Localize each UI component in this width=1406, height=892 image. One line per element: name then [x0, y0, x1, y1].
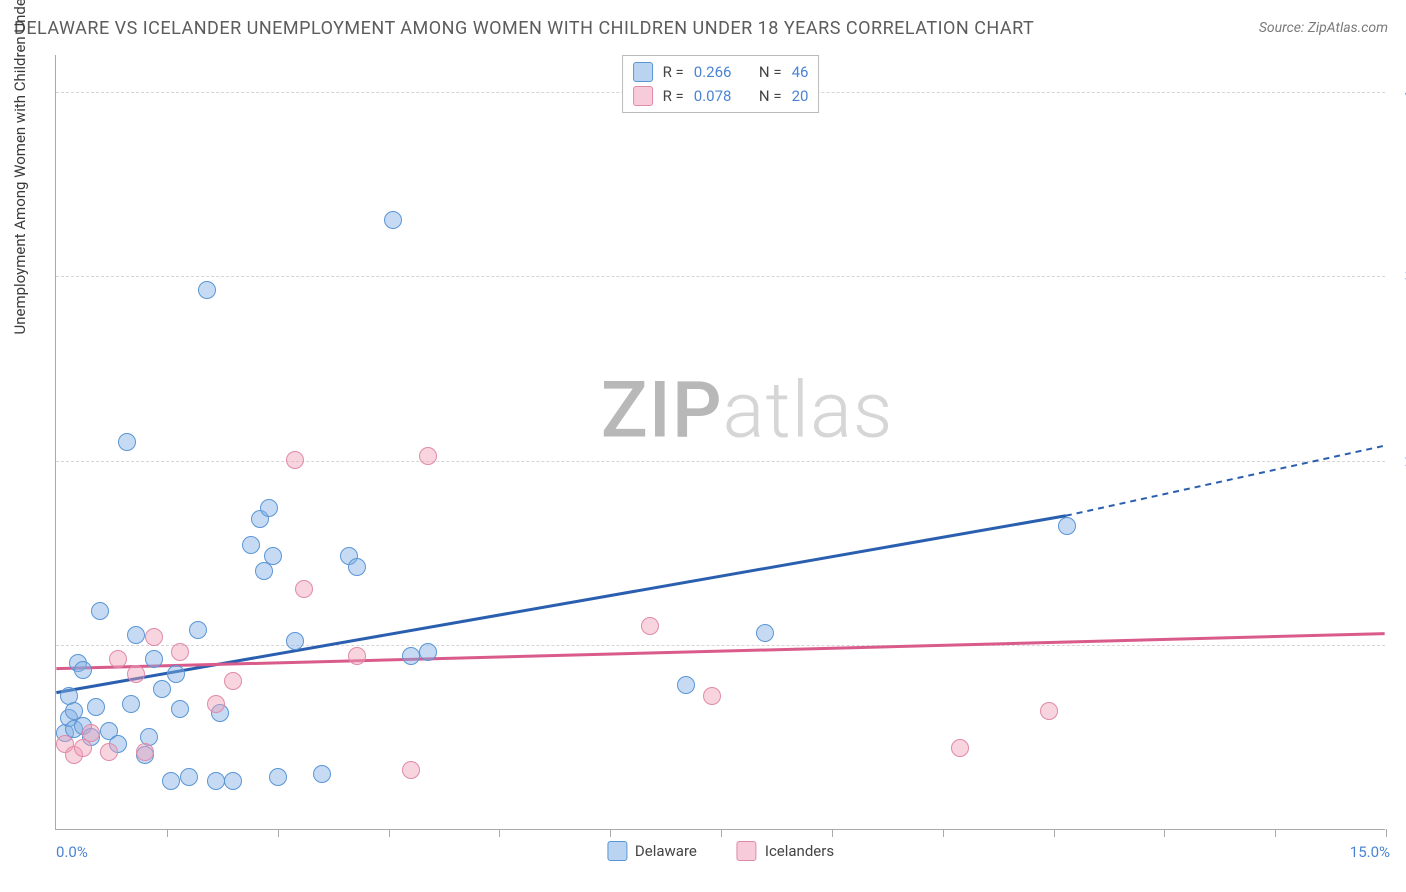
n-label-b: N =: [759, 87, 782, 105]
data-point: [87, 698, 105, 716]
r-label: R =: [663, 63, 684, 81]
plot-area: ZIPatlas 10.0%20.0%30.0%40.0% R = 0.266 …: [55, 55, 1385, 830]
legend-swatch-a: [607, 841, 627, 861]
data-point: [384, 211, 402, 229]
data-point: [264, 547, 282, 565]
trend-line-b: [56, 634, 1384, 669]
data-point: [313, 765, 331, 783]
stats-legend: R = 0.266 N = 46 R = 0.078 N = 20: [622, 55, 820, 113]
data-point: [167, 665, 185, 683]
data-point: [402, 647, 420, 665]
data-point: [703, 687, 721, 705]
data-point: [122, 695, 140, 713]
source-label: Source: ZipAtlas.com: [1259, 20, 1388, 36]
legend-item-b: Icelanders: [737, 841, 834, 861]
data-point: [109, 650, 127, 668]
x-tick: [1164, 829, 1165, 837]
data-point: [171, 643, 189, 661]
r-label-b: R =: [663, 87, 684, 105]
legend-label-b: Icelanders: [765, 842, 834, 860]
x-tick: [278, 829, 279, 837]
stats-row-a: R = 0.266 N = 46: [633, 60, 809, 84]
data-point: [419, 643, 437, 661]
x-tick: [832, 829, 833, 837]
data-point: [269, 768, 287, 786]
data-point: [348, 647, 366, 665]
data-point: [207, 695, 225, 713]
x-max-label: 15.0%: [1350, 843, 1390, 861]
stats-row-b: R = 0.078 N = 20: [633, 84, 809, 108]
data-point: [91, 602, 109, 620]
n-label: N =: [759, 63, 782, 81]
legend-swatch-b: [737, 841, 757, 861]
n-val-b: 20: [792, 87, 809, 105]
data-point: [207, 772, 225, 790]
data-point: [153, 680, 171, 698]
data-point: [145, 628, 163, 646]
legend-item-a: Delaware: [607, 841, 697, 861]
data-point: [171, 700, 189, 718]
data-point: [951, 739, 969, 757]
data-point: [348, 558, 366, 576]
x-tick: [167, 829, 168, 837]
data-point: [260, 499, 278, 517]
data-point: [1040, 702, 1058, 720]
data-point: [180, 768, 198, 786]
trend-line-dash-a: [1066, 446, 1385, 516]
data-point: [127, 665, 145, 683]
data-point: [136, 743, 154, 761]
data-point: [756, 624, 774, 642]
data-point: [145, 650, 163, 668]
x-tick: [943, 829, 944, 837]
data-point: [198, 281, 216, 299]
series-legend: Delaware Icelanders: [607, 841, 834, 861]
data-point: [100, 743, 118, 761]
legend-label-a: Delaware: [635, 842, 697, 860]
data-point: [82, 724, 100, 742]
data-point: [286, 632, 304, 650]
y-axis-label: Unemployment Among Women with Children U…: [11, 0, 29, 334]
swatch-b: [633, 86, 653, 106]
r-val-b: 0.078: [694, 87, 732, 105]
x-tick: [1275, 829, 1276, 837]
data-point: [242, 536, 260, 554]
data-point: [224, 672, 242, 690]
data-point: [74, 661, 92, 679]
data-point: [295, 580, 313, 598]
data-point: [677, 676, 695, 694]
data-point: [127, 626, 145, 644]
x-tick: [1386, 829, 1387, 837]
data-point: [189, 621, 207, 639]
data-point: [118, 433, 136, 451]
r-val-a: 0.266: [694, 63, 732, 81]
data-point: [419, 447, 437, 465]
swatch-a: [633, 62, 653, 82]
x-tick: [721, 829, 722, 837]
data-point: [162, 772, 180, 790]
x-tick: [1054, 829, 1055, 837]
n-val-a: 46: [792, 63, 809, 81]
data-point: [286, 451, 304, 469]
data-point: [402, 761, 420, 779]
x-tick: [499, 829, 500, 837]
trend-lines: [56, 55, 1385, 829]
chart-title: DELAWARE VS ICELANDER UNEMPLOYMENT AMONG…: [14, 18, 1034, 39]
data-point: [1058, 517, 1076, 535]
x-tick: [389, 829, 390, 837]
x-min-label: 0.0%: [56, 843, 88, 861]
x-tick: [610, 829, 611, 837]
data-point: [224, 772, 242, 790]
data-point: [641, 617, 659, 635]
